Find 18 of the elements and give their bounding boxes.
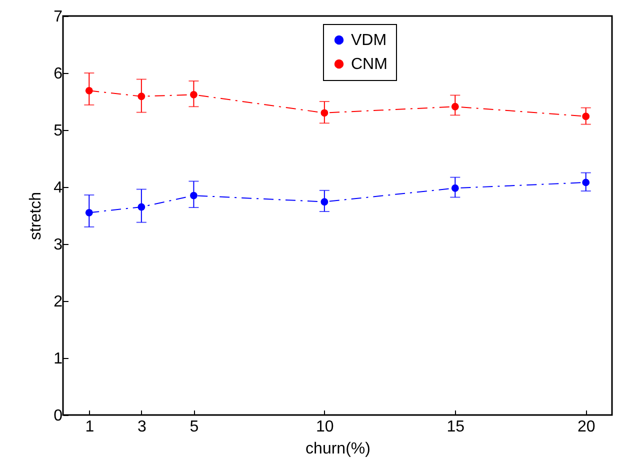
y-axis-title: stretch	[28, 192, 45, 240]
y-tick-label: 0	[54, 408, 63, 424]
y-tick-label: 7	[54, 8, 63, 26]
y-tick-label: 2	[54, 294, 63, 310]
x-tick-label: 5	[190, 418, 199, 436]
x-tick-label: 20	[577, 418, 596, 436]
y-tick-label: 4	[54, 180, 63, 196]
y-tick-label: 5	[54, 122, 63, 140]
y-tick-label: 6	[54, 66, 63, 82]
x-tick-label: 15	[446, 418, 465, 436]
x-axis-title: churn(%)	[306, 440, 370, 458]
x-tick-label: 3	[137, 418, 146, 436]
x-tick-label: 10	[316, 418, 334, 436]
legend-label: VDM	[351, 32, 387, 49]
y-tick-label: 1	[54, 350, 63, 368]
x-tick-label: 1	[85, 418, 94, 436]
legend-label: CNM	[351, 56, 388, 73]
y-tick-label: 3	[54, 236, 63, 254]
